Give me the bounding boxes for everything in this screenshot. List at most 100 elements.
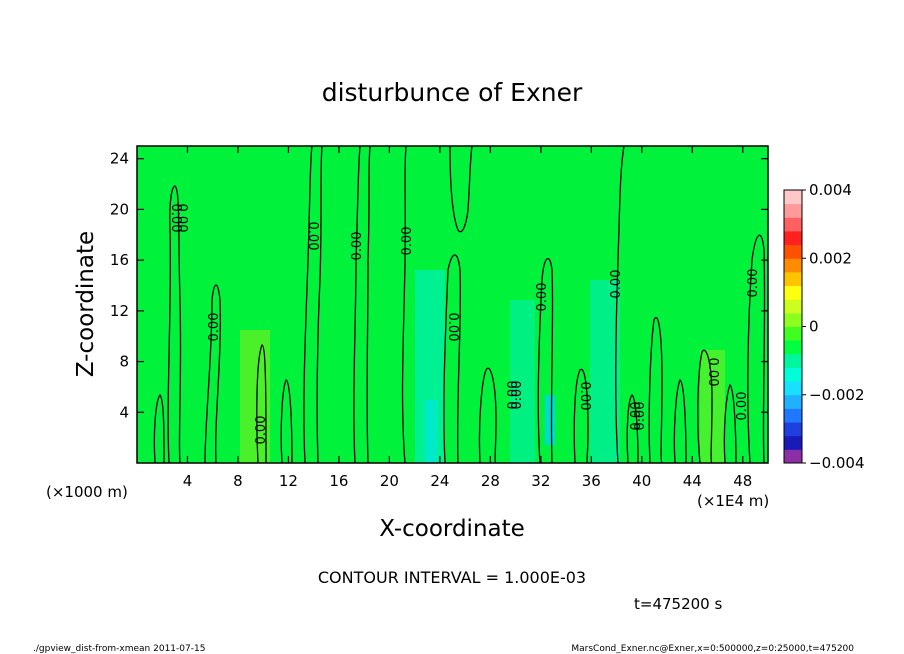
contour-label: 0.00	[400, 227, 415, 256]
anomaly-patch	[545, 395, 555, 445]
chart-title: disturbunce of Exner	[322, 78, 583, 107]
contour-line	[256, 344, 267, 463]
contour-line	[443, 254, 462, 463]
contour-label: 0.00	[207, 313, 222, 342]
colorbar-cell	[784, 394, 802, 409]
contour-line	[167, 185, 182, 463]
contour-line	[303, 146, 313, 463]
contour-label-layer: 0.000.000.000.00 0.00 0.000.000.000.000.00…	[168, 204, 761, 445]
contour-label: 0.00	[609, 270, 624, 299]
colorbar-label: −0.004	[809, 454, 865, 472]
x-tick-label: 8	[233, 472, 243, 490]
x-unit-left: (×1000 m)	[46, 483, 128, 501]
contour-label: 0.00	[735, 392, 750, 421]
x-tick-label: 4	[183, 472, 193, 490]
x-tick-label: 12	[279, 472, 298, 490]
contour-line	[615, 146, 625, 463]
colorbar-cell	[784, 244, 802, 259]
contour-line	[626, 394, 639, 463]
colorbar-label: −0.002	[809, 386, 865, 404]
contour-label: 0.00	[305, 222, 320, 251]
contour-line	[723, 383, 737, 463]
colorbar-cell	[784, 217, 802, 232]
contour-label: 0.00	[254, 416, 269, 445]
contour-label: 0.00	[174, 204, 189, 233]
contour-line	[153, 393, 165, 463]
contour-label: 0.00	[350, 232, 365, 261]
x-tick-label: 16	[329, 472, 348, 490]
x-tick-label: 24	[430, 472, 449, 490]
colorbar-cell	[784, 271, 802, 287]
contour-label: 0.00	[445, 313, 460, 342]
colorbar-cell	[784, 258, 802, 273]
contour-line	[353, 146, 361, 463]
contour-label: 0.00	[746, 269, 761, 298]
colorbar-cell	[784, 367, 802, 382]
colorbar-cell	[784, 203, 802, 218]
y-tick-label: 12	[110, 302, 129, 320]
contour-label: 0.00	[168, 204, 183, 233]
x-unit-right: (×1E4 m)	[697, 492, 769, 510]
contour-line	[648, 316, 663, 463]
y-axis-ticks: 4 8 12 16 20 24	[110, 150, 768, 421]
contour-line	[673, 379, 687, 463]
contour-label: 0.00	[506, 381, 521, 410]
colorbar-labels: 0.004 0.002 0 −0.002 −0.004	[802, 181, 865, 472]
contour-line	[478, 367, 497, 463]
anomaly-patch	[425, 400, 437, 463]
colorbar-cell	[784, 408, 802, 423]
x-axis-ticks: 4 8 12 16 20 24 28 32 36 40 44 48	[183, 146, 752, 490]
x-tick-label: 40	[632, 472, 651, 490]
contour-label: 0.00	[577, 382, 592, 411]
time-label: t=475200 s	[634, 595, 722, 613]
colorbar: 0.004 0.002 0 −0.002 −0.004	[783, 181, 865, 472]
colorbar-label: 0	[809, 318, 819, 336]
colorbar-cell	[784, 230, 802, 246]
x-tick-label: 48	[733, 472, 752, 490]
y-axis-label: Z-coordinate	[73, 231, 99, 377]
contour-line	[747, 234, 766, 463]
colorbar-label: 0.002	[809, 249, 852, 267]
colorbar-cell	[784, 190, 802, 205]
colorbar-cell	[784, 435, 802, 450]
anomaly-patch	[590, 280, 620, 463]
y-tick-label: 8	[119, 353, 129, 371]
y-tick-label: 16	[110, 251, 129, 269]
anomaly-patch	[510, 300, 535, 463]
contour-label: 0.00	[633, 402, 648, 431]
contour-label: 0.00	[705, 358, 720, 387]
contour-line	[537, 258, 554, 463]
x-tick-label: 36	[582, 472, 601, 490]
contour-line	[204, 284, 221, 463]
colorbar-cells	[784, 190, 802, 464]
colorbar-cell	[784, 312, 802, 327]
x-axis-label: X-coordinate	[379, 516, 525, 542]
y-tick-label: 24	[110, 150, 129, 168]
field-background	[137, 146, 768, 463]
colorbar-cell	[784, 353, 802, 368]
colorbar-cell	[784, 422, 802, 437]
colorbar-cell	[784, 449, 802, 464]
x-tick-label: 44	[683, 472, 702, 490]
footer-left: ./gpview_dist-from-xmean 2011-07-15	[33, 644, 205, 654]
contour-lines	[153, 146, 766, 463]
x-tick-label: 32	[531, 472, 550, 490]
colorbar-cell	[784, 381, 802, 396]
contour-label: 0.00	[629, 402, 644, 431]
y-tick-label: 4	[119, 403, 129, 421]
x-tick-label: 28	[481, 472, 500, 490]
plot-frame	[136, 145, 769, 464]
y-tick-label: 20	[110, 200, 129, 218]
contour-line	[316, 146, 323, 463]
plot-area: 0.000.000.000.00 0.00 0.000.000.000.000.00…	[110, 145, 769, 490]
contour-line	[280, 379, 293, 463]
x-tick-label: 20	[380, 472, 399, 490]
colorbar-cell	[784, 340, 802, 355]
contour-label: 0.00	[535, 283, 550, 312]
contour-interval: CONTOUR INTERVAL = 1.000E-03	[318, 568, 586, 587]
contour-line	[366, 146, 371, 463]
colorbar-label: 0.004	[809, 181, 852, 199]
contour-line	[449, 146, 473, 233]
footer-right: MarsCond_Exner.nc@Exner,x=0:500000,z=0:2…	[571, 644, 854, 654]
